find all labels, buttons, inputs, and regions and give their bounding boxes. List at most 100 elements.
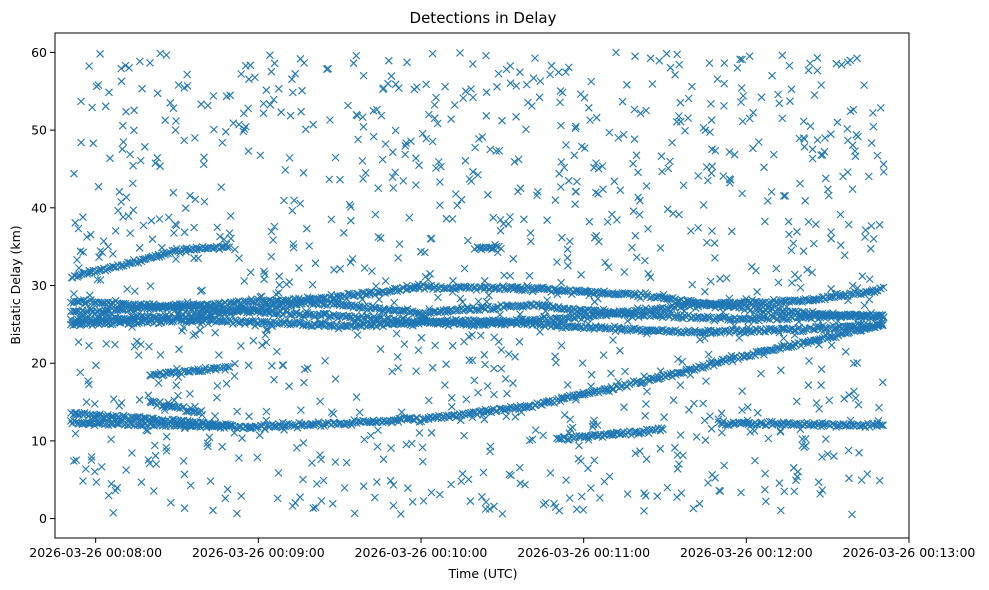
data-point: [563, 245, 572, 254]
data-point: [350, 301, 359, 310]
data-point: [291, 69, 300, 78]
data-point: [632, 253, 641, 262]
data-point: [803, 313, 811, 321]
data-point: [664, 164, 673, 173]
data-point: [811, 336, 820, 345]
data-point: [457, 477, 466, 486]
data-point: [107, 435, 115, 444]
data-point: [636, 294, 645, 302]
data-point: [554, 68, 563, 77]
data-point: [879, 283, 888, 292]
data-point: [327, 408, 336, 416]
data-point: [873, 151, 882, 160]
data-point: [133, 337, 141, 346]
data-point: [331, 153, 340, 162]
data-point: [778, 51, 787, 60]
data-point: [479, 243, 487, 252]
data-point: [875, 421, 884, 429]
data-point: [417, 333, 426, 342]
data-point: [841, 347, 850, 356]
data-point: [468, 356, 477, 365]
data-point: [736, 55, 744, 64]
data-point: [541, 307, 550, 316]
data-point: [448, 288, 457, 296]
data-point: [611, 290, 620, 299]
data-point: [101, 102, 110, 111]
data-point: [708, 227, 716, 235]
data-point: [213, 382, 222, 390]
data-point: [262, 407, 271, 416]
data-point: [761, 469, 770, 478]
data-point: [704, 350, 713, 359]
data-point: [117, 64, 126, 73]
data-point: [480, 415, 489, 424]
data-point: [675, 210, 683, 219]
data-point: [421, 272, 430, 281]
data-point: [169, 104, 178, 113]
data-point: [71, 218, 80, 227]
data-point: [206, 477, 215, 485]
data-point: [105, 313, 114, 321]
data-point: [675, 296, 684, 305]
data-point: [673, 50, 681, 59]
data-point: [180, 424, 189, 433]
data-point: [768, 312, 777, 321]
data-point: [94, 182, 103, 191]
data-point: [92, 478, 101, 486]
data-point: [774, 90, 782, 99]
data-point: [549, 302, 557, 311]
data-point: [482, 111, 491, 120]
data-point: [474, 297, 483, 306]
data-point: [341, 301, 350, 310]
data-point: [306, 310, 315, 319]
data-point: [480, 276, 489, 285]
data-point: [392, 284, 401, 293]
data-point: [95, 412, 104, 420]
data-point: [130, 106, 138, 115]
data-point: [415, 283, 423, 292]
data-point: [848, 185, 857, 193]
data-point: [564, 176, 573, 185]
data-point: [355, 408, 364, 417]
data-point: [497, 364, 506, 373]
data-point: [179, 457, 188, 465]
data-point: [630, 135, 639, 144]
data-point: [814, 478, 823, 487]
data-point: [74, 224, 83, 233]
data-point: [180, 136, 189, 145]
data-point: [606, 324, 614, 333]
data-point: [262, 338, 271, 347]
data-point: [358, 295, 367, 304]
data-point: [875, 311, 884, 319]
data-point: [490, 333, 499, 342]
y-axis-title: Bistatic Delay (km): [8, 225, 23, 344]
data-point: [553, 258, 561, 266]
data-point: [716, 487, 725, 495]
data-point: [799, 117, 808, 126]
data-point: [245, 423, 254, 432]
data-point: [628, 313, 637, 322]
data-point: [85, 291, 94, 300]
data-point: [482, 51, 490, 60]
data-point: [86, 230, 95, 239]
data-point: [264, 300, 273, 309]
data-point: [827, 130, 835, 139]
data-point: [221, 494, 230, 503]
data-point: [412, 181, 420, 189]
data-point: [123, 315, 132, 323]
data-point: [875, 403, 883, 412]
data-point: [720, 59, 729, 67]
data-point: [415, 161, 423, 170]
data-point: [803, 265, 812, 274]
data-point: [444, 321, 453, 330]
data-point: [130, 342, 139, 351]
data-point: [688, 280, 697, 289]
data-point: [80, 409, 89, 417]
data-point: [636, 196, 644, 205]
data-point: [217, 183, 226, 191]
data-point: [577, 492, 586, 501]
data-point: [738, 55, 746, 64]
data-point: [223, 485, 232, 494]
data-point: [874, 417, 883, 425]
data-point: [849, 359, 858, 368]
